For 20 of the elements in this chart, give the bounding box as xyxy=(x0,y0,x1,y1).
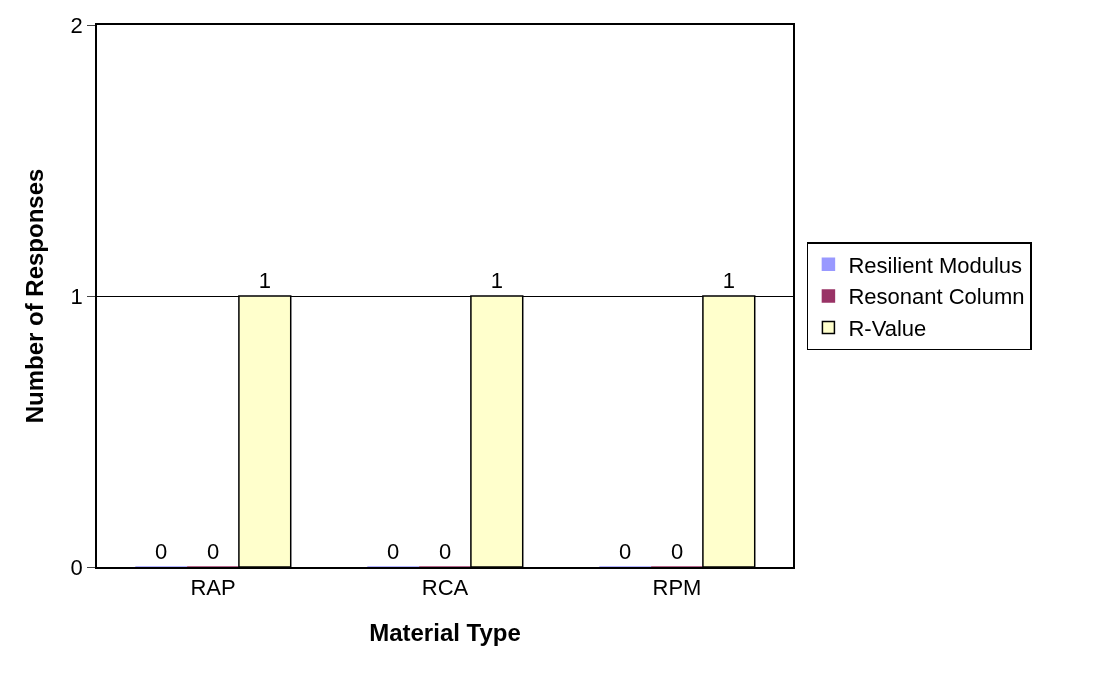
data-label: 1 xyxy=(258,268,271,293)
x-axis-title: Material Type xyxy=(369,618,521,646)
x-tick-label: RAP xyxy=(190,575,236,601)
legend-label: Resonant Column xyxy=(848,284,1025,310)
data-label: 0 xyxy=(619,539,632,564)
data-label: 0 xyxy=(438,539,452,564)
legend-label: Resilient Modulus xyxy=(848,252,1023,278)
y-tick-label: 1 xyxy=(70,283,83,309)
data-label: 0 xyxy=(670,539,684,564)
data-label: 0 xyxy=(206,539,220,564)
x-tick-label: RPM xyxy=(652,575,702,601)
y-axis-title: Number of Responses xyxy=(21,168,49,424)
y-tick-label: 0 xyxy=(70,554,83,580)
data-label: 0 xyxy=(387,539,400,564)
x-tick-label: RCA xyxy=(421,575,469,601)
data-label: 0 xyxy=(155,539,168,564)
y-tick-label: 2 xyxy=(70,12,83,38)
data-label: 1 xyxy=(722,268,735,293)
data-label: 1 xyxy=(490,268,503,293)
legend-label: R-Value xyxy=(848,316,927,342)
